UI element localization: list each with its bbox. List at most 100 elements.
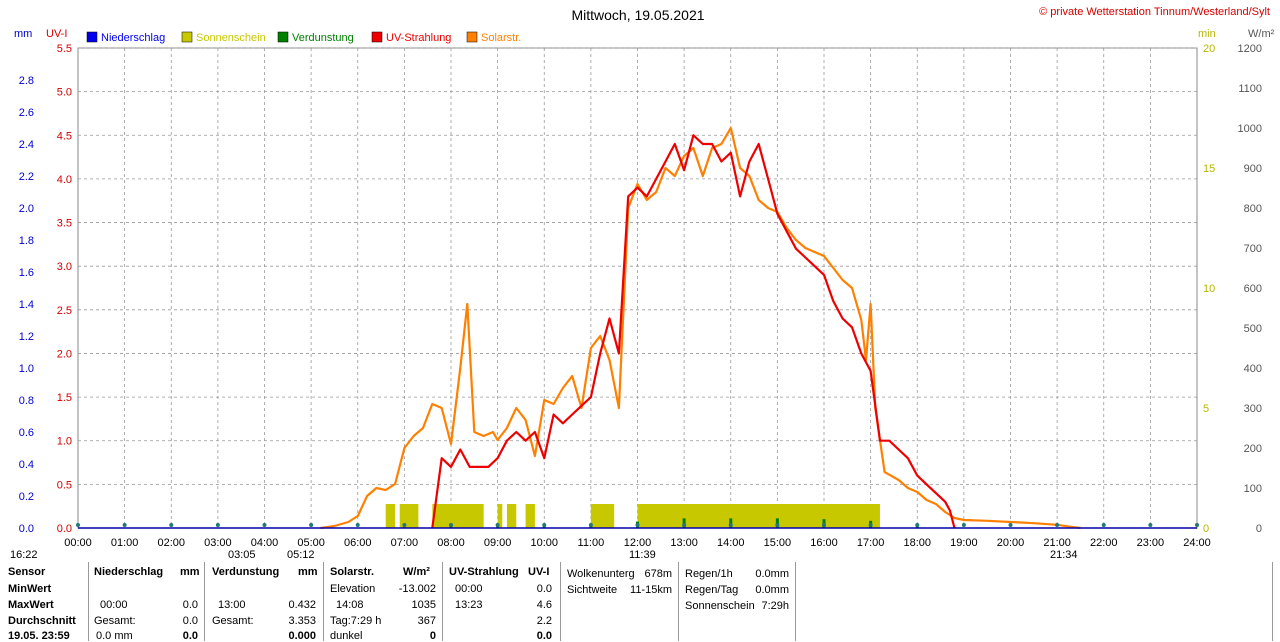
tick-label-wm2: 800 bbox=[1244, 203, 1262, 215]
tick-label-wm2: 700 bbox=[1244, 243, 1262, 255]
axis-dot bbox=[682, 523, 687, 527]
nied-sum-label: Gesamt: bbox=[94, 615, 136, 627]
tick-label-mm: 0.0 bbox=[19, 523, 34, 535]
axis-dot bbox=[1148, 523, 1153, 527]
legend-swatch bbox=[181, 31, 193, 43]
sunshine-bar bbox=[590, 504, 615, 528]
solar-day-label: Tag:7:29 h bbox=[330, 615, 382, 627]
tick-label-mm: 0.6 bbox=[19, 427, 34, 439]
legend-label: Solarstr. bbox=[481, 32, 521, 44]
nied-last-value: 0.0 bbox=[182, 630, 198, 642]
uv-max-time: 13:23 bbox=[455, 599, 483, 611]
solar-max-time: 14:08 bbox=[336, 599, 364, 611]
axis-dot bbox=[122, 523, 127, 527]
tick-label-wm2: 900 bbox=[1244, 163, 1262, 175]
tick-label-wm2: 400 bbox=[1244, 363, 1262, 375]
verd-sum-value: 3.353 bbox=[288, 615, 316, 627]
sunshine-bars bbox=[385, 504, 880, 528]
axis-dot bbox=[822, 523, 826, 527]
tick-label-uvi: 3.5 bbox=[57, 218, 72, 230]
sicht-label: Sichtweite bbox=[567, 584, 618, 596]
tick-label-uvi: 5.5 bbox=[57, 43, 72, 55]
tick-label-wm2: 300 bbox=[1244, 403, 1262, 415]
row-label-min: MinWert bbox=[8, 583, 52, 595]
tick-label-time: 07:00 bbox=[391, 537, 419, 549]
verd-max-value: 0.432 bbox=[288, 599, 316, 611]
time-marker: 11:39 bbox=[629, 549, 656, 561]
tick-label-uvi: 1.0 bbox=[57, 436, 72, 448]
solar-dark-value: 0 bbox=[429, 630, 436, 642]
row-label-avg: Durchschnitt bbox=[8, 615, 76, 627]
tick-label-time: 18:00 bbox=[903, 537, 931, 549]
tick-label-min: 20 bbox=[1203, 43, 1215, 55]
sunshine-bar bbox=[497, 504, 503, 528]
tick-label-time: 17:00 bbox=[857, 537, 885, 549]
tick-label-mm: 2.6 bbox=[19, 107, 34, 119]
solar-line bbox=[320, 126, 1081, 530]
axis-dot bbox=[495, 523, 500, 527]
legend-label: Sonnenschein bbox=[196, 32, 266, 44]
nied-max-time: 00:00 bbox=[100, 599, 128, 611]
axis-dot bbox=[775, 523, 780, 527]
tick-label-time: 01:00 bbox=[111, 537, 139, 549]
tick-label-min: 10 bbox=[1203, 283, 1215, 295]
axis-label-mm: mm bbox=[14, 28, 32, 40]
axis-dot bbox=[542, 523, 547, 527]
legend-label: Niederschlag bbox=[101, 32, 165, 44]
tick-label-time: 10:00 bbox=[530, 537, 558, 549]
tick-label-time: 09:00 bbox=[484, 537, 512, 549]
axis-dot bbox=[76, 523, 80, 527]
axis-ticks: 0.0 0.2 0.4 0.6 0.8 1.0 1.2 1.4 1.6 1.8 2.0 2.2 2.4 2… bbox=[19, 43, 1262, 549]
regen-tag-label: Regen/Tag bbox=[685, 584, 739, 596]
uv-max-value: 4.6 bbox=[536, 599, 552, 611]
axis-dot bbox=[215, 523, 220, 527]
tick-label-mm: 2.4 bbox=[19, 139, 34, 151]
axis-dot bbox=[402, 523, 407, 527]
tick-label-uvi: 0.0 bbox=[57, 523, 72, 535]
axis-label-uvi: UV-I bbox=[46, 28, 67, 40]
solar-unit: W/m² bbox=[403, 566, 430, 578]
chart-legend: Niederschlag Sonnenschein Verdunstung UV-St… bbox=[86, 31, 521, 44]
tick-label-mm: 1.2 bbox=[19, 331, 34, 343]
axis-dot bbox=[728, 523, 733, 527]
tick-label-time: 12:00 bbox=[624, 537, 652, 549]
sunshine-bar bbox=[385, 504, 396, 528]
uv-min-time: 00:00 bbox=[455, 583, 483, 595]
axis-dot bbox=[262, 523, 267, 527]
tick-label-time: 20:00 bbox=[997, 537, 1025, 549]
row-label-date: 19.05. 23:59 bbox=[8, 630, 70, 642]
axis-dot bbox=[635, 523, 640, 527]
sunshine-bar bbox=[506, 504, 517, 528]
time-marker: 03:05 bbox=[228, 549, 256, 561]
sunshine-bar bbox=[525, 504, 535, 528]
solar-max-value: 1035 bbox=[411, 599, 436, 611]
tick-label-uvi: 1.5 bbox=[57, 392, 72, 404]
data-lines bbox=[320, 126, 1081, 530]
legend-swatch bbox=[466, 31, 478, 43]
row-label-max: MaxWert bbox=[8, 599, 54, 611]
tick-label-time: 19:00 bbox=[950, 537, 978, 549]
tick-label-uvi: 2.5 bbox=[57, 305, 72, 317]
tick-label-wm2: 1000 bbox=[1238, 123, 1262, 135]
uv-line bbox=[431, 134, 956, 529]
regen-1h-label: Regen/1h bbox=[685, 568, 733, 580]
axis-label-wm2: W/m² bbox=[1248, 28, 1275, 40]
legend-label: Verdunstung bbox=[292, 32, 354, 44]
axis-dot bbox=[868, 523, 873, 527]
solar-header: Solarstr. bbox=[330, 566, 375, 578]
solar-day-value: 367 bbox=[417, 615, 436, 627]
tick-label-min: 5 bbox=[1203, 403, 1209, 415]
axis-dot bbox=[961, 523, 966, 527]
tick-label-time: 05:00 bbox=[297, 537, 325, 549]
tick-label-mm: 2.2 bbox=[19, 171, 34, 183]
tick-label-min: 15 bbox=[1203, 163, 1215, 175]
tick-label-uvi: 0.5 bbox=[57, 479, 72, 491]
verd-max-time: 13:00 bbox=[218, 599, 246, 611]
tick-label-mm: 1.8 bbox=[19, 235, 34, 247]
time-marker: 16:22 bbox=[10, 549, 38, 561]
tick-label-mm: 2.0 bbox=[19, 203, 34, 215]
regen-tag-value: 0.0mm bbox=[755, 584, 789, 596]
sunshine-bar bbox=[432, 504, 484, 528]
tick-label-time: 08:00 bbox=[437, 537, 465, 549]
axis-dot bbox=[169, 523, 174, 527]
